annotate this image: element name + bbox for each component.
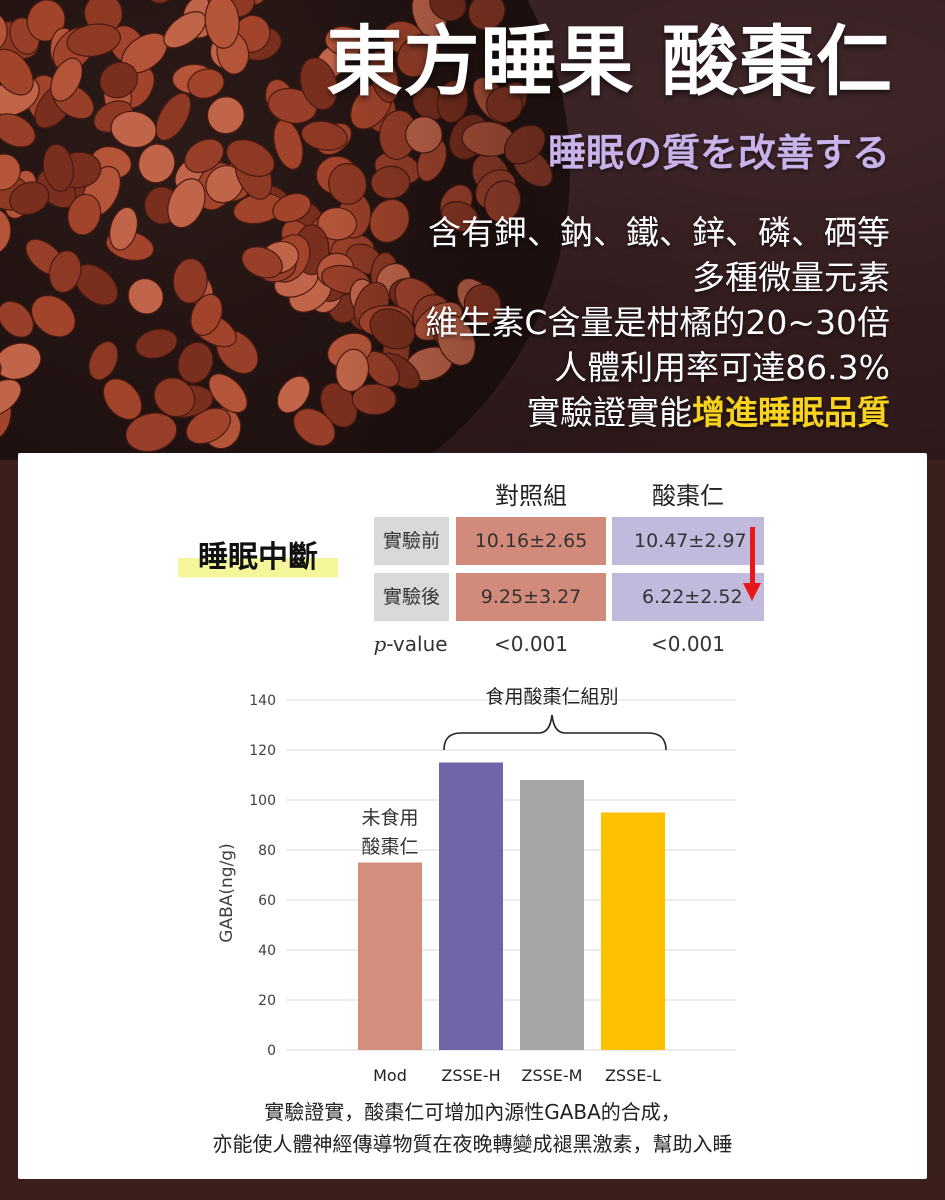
bar-zsse-l [601, 812, 665, 1050]
treatment-before-value: 10.47±2.97 [612, 517, 764, 565]
pvalue-rest: -value [386, 632, 448, 656]
y-tick-label: 140 [249, 693, 276, 709]
y-tick-label: 20 [258, 993, 276, 1009]
sleep-interruption-label: 睡眠中斷 [178, 535, 338, 581]
y-tick-label: 60 [258, 893, 276, 909]
y-tick-label: 40 [258, 943, 276, 959]
group-annotation: 食用酸棗仁組別 [485, 686, 618, 708]
hero-benefits: 含有鉀、鈉、鐵、鋅、磷、硒等 多種微量元素 維生素C含量是柑橘的20~30倍 人… [425, 210, 890, 435]
header-treatment: 酸棗仁 [652, 482, 724, 510]
x-tick-label: ZSSE-H [441, 1066, 500, 1085]
y-tick-label: 0 [267, 1043, 276, 1059]
x-tick-label: Mod [373, 1066, 407, 1085]
bar-zsse-h [439, 762, 503, 1050]
control-before-value: 10.16±2.65 [456, 517, 606, 565]
y-axis-label: GABA(ng/g) [217, 843, 237, 942]
pvalue-control: <0.001 [493, 632, 568, 656]
caption-line-1: 實驗證實，酸棗仁可增加內源性GABA的合成， [264, 1100, 681, 1124]
down-arrow-icon [743, 527, 761, 601]
mod-annotation-line-2: 酸棗仁 [361, 836, 418, 858]
benefit-line: 人體利用率可達86.3% [554, 348, 890, 387]
bar-zsse-m [520, 780, 584, 1050]
control-after-value: 9.25±3.27 [456, 573, 606, 621]
jujube-seeds-image [0, 0, 945, 460]
caption-line-2: 亦能使人體神經傳導物質在夜晚轉變成褪黑激素，幫助入睡 [212, 1132, 733, 1156]
hero-banner: 東方睡果 酸棗仁 睡眠の質を改善する 含有鉀、鈉、鐵、鋅、磷、硒等 多種微量元素… [0, 0, 945, 460]
pvalue-p: p [373, 632, 387, 656]
hero-shade [0, 0, 945, 460]
y-tick-label: 80 [258, 843, 276, 859]
pvalue-label: p-value [368, 629, 453, 659]
x-tick-label: ZSSE-L [605, 1066, 661, 1085]
benefit-prefix: 實驗證實能 [527, 393, 692, 432]
treatment-after-value: 6.22±2.52 [612, 573, 764, 621]
header-control: 對照組 [495, 482, 567, 510]
y-tick-label: 120 [249, 743, 276, 759]
row-label-after: 實驗後 [374, 573, 449, 621]
gaba-bar-chart: 0 20 40 60 80 100 120 140 GABA(ng/g) Mod ZSSE-H ZSS… [217, 686, 736, 1085]
benefit-line: 多種微量元素 [692, 258, 890, 297]
bar-mod [358, 862, 422, 1050]
x-tick-label: ZSSE-M [522, 1066, 583, 1085]
hero-subtitle: 睡眠の質を改善する [547, 130, 890, 175]
benefit-highlight: 增進睡眠品質 [692, 393, 890, 432]
hero-title: 東方睡果 酸棗仁 [326, 17, 893, 106]
y-tick-label: 100 [249, 793, 276, 809]
group-brace [443, 714, 667, 751]
benefit-line-final: 實驗證實能增進睡眠品質 [425, 390, 890, 435]
benefit-line: 維生素C含量是柑橘的20~30倍 [425, 303, 890, 342]
mod-annotation-line-1: 未食用 [361, 807, 418, 829]
benefit-line: 含有鉀、鈉、鐵、鋅、磷、硒等 [428, 213, 890, 252]
row-label-before: 實驗前 [374, 517, 449, 565]
pvalue-treatment: <0.001 [650, 632, 725, 656]
study-panel: 睡眠中斷 對照組 酸棗仁 實驗前 10.16±2.65 10.47±2.97 實… [18, 453, 927, 1179]
